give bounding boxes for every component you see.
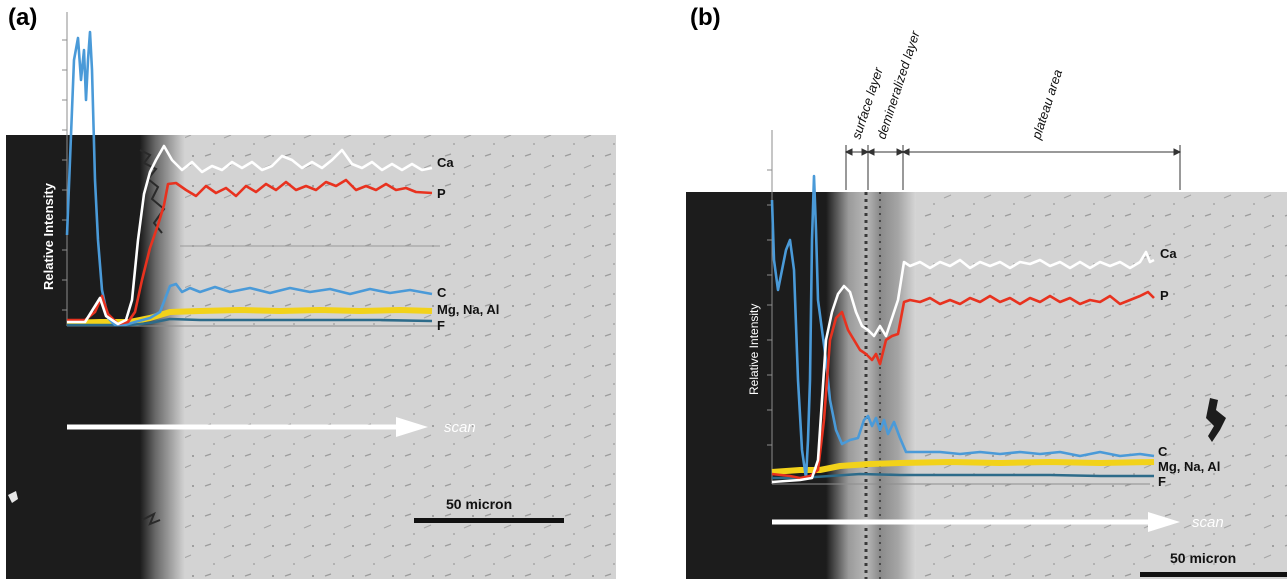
series-label-ca-a: Ca [437, 155, 454, 170]
axis-title-a: Relative Intensity [41, 182, 56, 290]
scan-label-b: scan [1192, 514, 1224, 531]
debris-a [8, 491, 18, 503]
scan-arrow-b [772, 512, 1180, 532]
profile-p-a [67, 178, 433, 326]
series-label-f-b: F [1158, 474, 1166, 489]
series-label-p-b: P [1160, 288, 1169, 303]
micrograph-b [686, 192, 1287, 579]
scan-arrow-a [67, 417, 428, 437]
lesion-layers-b [826, 192, 916, 579]
lesion-edge-a [140, 135, 185, 579]
scan-label-a: scan [444, 419, 476, 436]
series-label-f-a: F [437, 318, 445, 333]
series-label-mg-b: Mg, Na, Al [1158, 459, 1220, 474]
profile-f-b [772, 472, 1154, 480]
profile-ca-b [771, 250, 1155, 484]
resin-region-a [6, 135, 146, 579]
profile-p-b [771, 290, 1155, 480]
micrograph-a [6, 135, 616, 579]
profiles-a [65, 30, 433, 327]
series-label-p-a: P [437, 186, 446, 201]
series-label-mg-a: Mg, Na, Al [437, 302, 499, 317]
scale-bar-b [1140, 572, 1287, 577]
profile-c-b [770, 174, 1155, 480]
series-label-c-b: C [1158, 444, 1168, 459]
series-label-c-a: C [437, 285, 447, 300]
scale-bar-label-a: 50 micron [446, 496, 512, 512]
panel-label-a: (a) [8, 4, 38, 31]
profile-ca-a [67, 144, 433, 326]
axis-title-b: Relative Intensity [747, 304, 761, 395]
scale-bar-a [414, 518, 564, 523]
edge-texture-a [139, 149, 166, 526]
series-label-ca-b: Ca [1160, 246, 1177, 261]
profile-c-a [65, 30, 433, 327]
panel-label-b: (b) [690, 4, 721, 31]
resin-region-b [686, 192, 831, 579]
profiles-b [770, 174, 1155, 484]
scale-bar-label-b: 50 micron [1170, 550, 1236, 566]
region-label-plateau-area: plateau area [1028, 68, 1065, 142]
void-b [1206, 398, 1226, 442]
region-brackets-b [844, 145, 1182, 190]
